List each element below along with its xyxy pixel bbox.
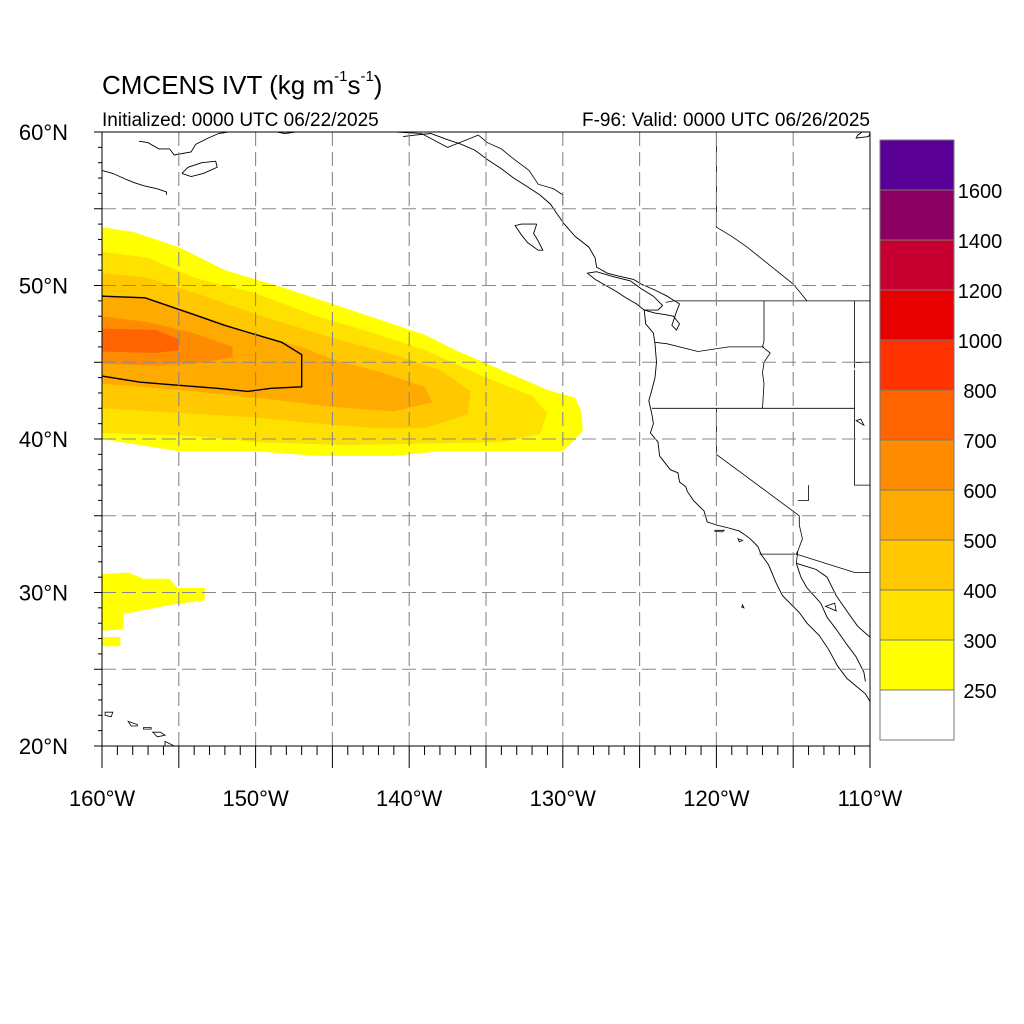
border-line: [654, 341, 764, 352]
valid-time-label: F-96: Valid: 0000 UTC 06/26/2025: [582, 110, 870, 131]
island: [855, 418, 865, 427]
coastline: [855, 132, 870, 139]
island: [104, 711, 114, 718]
colorbar-label: 1000: [958, 331, 1003, 353]
ivt-region-250: [102, 572, 205, 631]
colorbar-box: [879, 239, 955, 291]
ivt-region-250: [102, 637, 121, 647]
ivt-contour-layer: [102, 295, 303, 393]
ivt-field-layer: [102, 227, 583, 647]
colorbar-label: 250: [963, 681, 996, 703]
coastline: [138, 132, 229, 156]
coastline-layer: [99, 132, 870, 746]
initialized-label: Initialized: 0000 UTC 06/22/2025: [102, 110, 379, 131]
colorbar-box: [879, 689, 955, 741]
colorbar-box: [879, 189, 955, 241]
lat-label: 40°N: [19, 427, 68, 452]
ivt-region-500: [102, 294, 433, 412]
ivt-region-700: [102, 328, 179, 353]
coastline: [586, 271, 664, 311]
colorbar-box: [879, 439, 955, 491]
island: [737, 538, 744, 543]
colorbar: 250 300 400 500 600 700 800 1000 1200 1400 1600: [879, 139, 1003, 741]
island: [143, 727, 152, 730]
colorbar-box: [879, 589, 955, 641]
coastline: [277, 132, 379, 134]
border-line: [854, 361, 870, 369]
axis-ticks: [94, 131, 871, 768]
colorbar-label: 700: [963, 431, 996, 453]
island: [164, 740, 176, 746]
coastline: [643, 310, 870, 702]
island: [99, 717, 101, 719]
colorbar-box: [879, 639, 955, 691]
coastline: [514, 223, 544, 251]
lat-label: 20°N: [19, 734, 68, 759]
lon-label: 140°W: [376, 786, 443, 811]
colorbar-box: [879, 289, 955, 341]
graticule-layer: [102, 132, 870, 746]
island: [824, 602, 837, 612]
coastline: [403, 133, 681, 331]
coastline: [795, 563, 866, 682]
colorbar-label: 1600: [958, 181, 1003, 203]
border-line: [716, 408, 803, 555]
island: [714, 529, 726, 533]
border-line: [759, 553, 870, 573]
coastline: [102, 169, 167, 195]
colorbar-box: [879, 489, 955, 541]
lon-label: 150°W: [222, 786, 289, 811]
lat-label: 60°N: [19, 120, 68, 145]
border-line: [665, 300, 870, 303]
border-line: [762, 300, 771, 409]
border-line: [795, 551, 799, 564]
colorbar-label: 300: [963, 631, 996, 653]
border-line: [854, 408, 870, 486]
colorbar-label: 600: [963, 481, 996, 503]
border-line: [393, 132, 564, 205]
colorbar-box: [879, 389, 955, 441]
border-line: [716, 132, 808, 302]
colorbar-label: 400: [963, 581, 996, 603]
axis-labels: 160°W 150°W 140°W 130°W 120°W 110°W 60°N 50°N 40…: [19, 120, 903, 811]
chart-title: CMCENS IVT (kg m-1s-1): [102, 68, 383, 100]
lon-label: 160°W: [69, 786, 136, 811]
coastline: [181, 160, 218, 177]
coastline: [796, 562, 870, 638]
colorbar-label: 500: [963, 531, 996, 553]
colorbar-label: 800: [963, 381, 996, 403]
lon-label: 130°W: [530, 786, 597, 811]
lat-label: 30°N: [19, 581, 68, 606]
lon-label: 120°W: [683, 786, 750, 811]
island: [741, 603, 745, 609]
colorbar-box: [879, 339, 955, 391]
colorbar-box: [879, 139, 955, 191]
colorbar-label: 1400: [958, 231, 1003, 253]
colorbar-box: [879, 539, 955, 591]
colorbar-label: 1200: [958, 281, 1003, 303]
island: [127, 720, 138, 727]
island: [151, 731, 167, 738]
border-line: [797, 485, 809, 501]
lat-label: 50°N: [19, 274, 68, 299]
ivt-contour-line: [102, 295, 303, 393]
lon-label: 110°W: [838, 786, 903, 811]
